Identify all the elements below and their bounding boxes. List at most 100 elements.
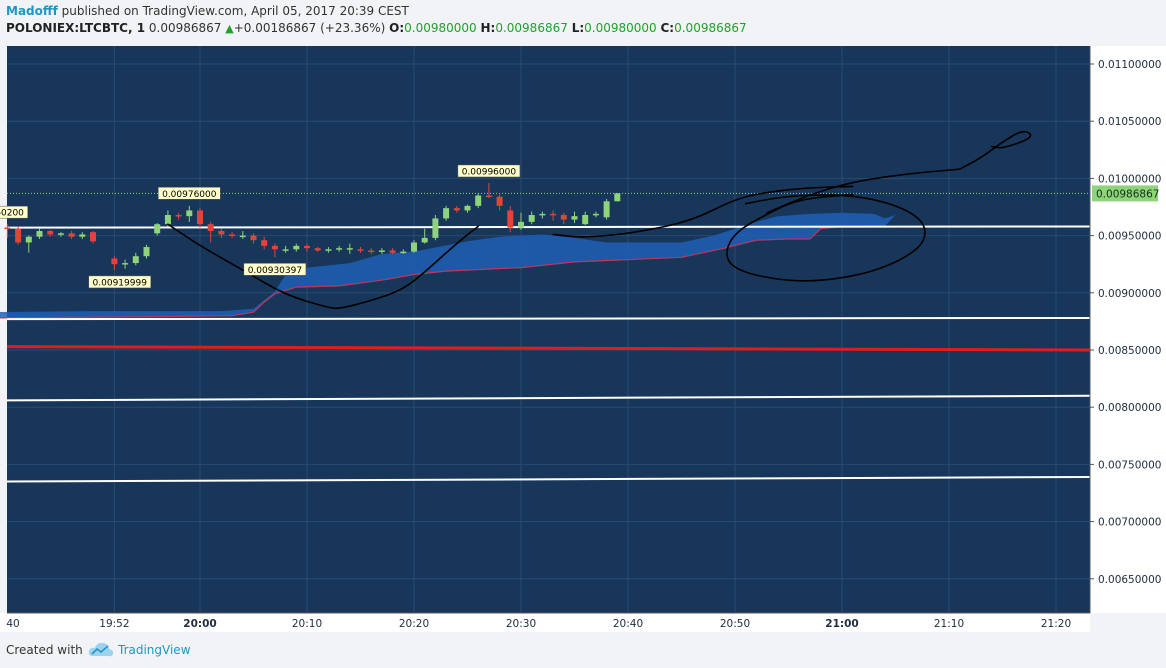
candle-body [304, 245, 310, 249]
candle-body [614, 193, 621, 202]
last-price: 0.00986867 [148, 21, 222, 35]
time-axis[interactable] [0, 613, 1090, 632]
candle-body [239, 235, 246, 238]
time-tick-label: 40 [6, 618, 19, 630]
price-axis[interactable] [1090, 46, 1166, 613]
tradingview-cloud-icon[interactable] [88, 641, 114, 659]
price-tick-label: 0.00650000 [1098, 574, 1161, 586]
created-with-label: Created with [6, 643, 83, 657]
price-chart[interactable]: 0.00960200 0.00919999 0.00976000 0.00930397… [0, 42, 1166, 632]
price-tick-label: 0.00800000 [1098, 402, 1161, 414]
chart-header: Madofff published on TradingView.com, Ap… [0, 0, 1166, 42]
candle-body [432, 218, 439, 238]
price-axis-labels: 0.01100000 0.01050000 0.01000000 0.00950000… [1090, 59, 1161, 586]
candle-body [79, 234, 86, 237]
candle-body [560, 215, 567, 220]
time-tick-label: 21:00 [825, 618, 858, 630]
time-tick-label: 20:30 [506, 618, 536, 630]
tradingview-brand-link[interactable]: TradingView [118, 643, 191, 657]
candle-body [261, 240, 268, 246]
price-annotation-label: 0.00960200 [0, 209, 24, 219]
candle-body [282, 249, 289, 251]
published-text: published on TradingView.com, April 05, … [61, 4, 409, 18]
price-tick-label: 0.00900000 [1098, 288, 1161, 300]
candle-body [207, 224, 214, 232]
publish-line: Madofff published on TradingView.com, Ap… [6, 4, 409, 18]
freehand-stroke [726, 193, 926, 282]
candle-body [325, 249, 332, 251]
candle-body [271, 245, 278, 250]
white-support-line [6, 475, 1091, 483]
candle-body [485, 195, 492, 198]
candles [4, 182, 621, 270]
candle-body [464, 205, 471, 211]
time-tick-label: 20:40 [613, 618, 643, 630]
white-support-line [6, 225, 1091, 229]
price-annotations: 0.00960200 0.00919999 0.00976000 0.00930397… [0, 164, 521, 288]
price-annotation-box [243, 263, 307, 276]
price-tick-label: 0.01100000 [1098, 59, 1161, 71]
candle-body [400, 251, 407, 254]
candle-body [357, 249, 364, 251]
ohlc-line: POLONIEX:LTCBTC, 1 0.00986867 ▲+0.001868… [6, 21, 747, 35]
candle-body [143, 247, 150, 257]
freehand-stroke [552, 185, 854, 238]
candle-body [443, 208, 450, 219]
author-link[interactable]: Madofff [6, 4, 58, 18]
candle-body [539, 213, 546, 216]
price-tick-label: 0.01000000 [1098, 173, 1161, 185]
low-label: L: [571, 21, 585, 35]
candle-body [36, 231, 43, 237]
price-tick-label: 0.01050000 [1098, 116, 1161, 128]
current-price-tag: 0.00986867 [1092, 185, 1159, 202]
symbol-label: POLONIEX:LTCBTC, 1 [6, 21, 146, 35]
open-label: O: [389, 21, 405, 35]
price-annotation-label: 0.00919999 [93, 278, 148, 288]
candle-body [154, 224, 161, 234]
price-tick-label: 0.00750000 [1098, 459, 1161, 471]
price-tick-label: 0.00700000 [1098, 517, 1161, 529]
candle-body [550, 213, 557, 216]
time-tick-label: 21:10 [934, 618, 964, 630]
candle-body [218, 231, 225, 235]
white-support-line [6, 394, 1091, 402]
ichimoku-cloud [0, 212, 896, 319]
candle-body [603, 201, 610, 218]
cloud-fill [0, 212, 896, 318]
candle-body [122, 263, 129, 265]
freehand-stroke [167, 223, 479, 310]
candle-body [25, 236, 32, 243]
time-tick-label: 21:20 [1041, 618, 1071, 630]
candle-body [475, 195, 482, 206]
candle-body [346, 248, 353, 250]
candle-body [518, 221, 524, 228]
price-annotation-label: 0.00996000 [462, 167, 517, 177]
candle-body [164, 215, 171, 225]
red-support-line [6, 345, 1091, 352]
candle-body [15, 228, 22, 243]
price-annotation-box [457, 164, 521, 178]
candle-body [496, 196, 503, 206]
candle-body [421, 237, 428, 243]
candle-body [4, 227, 11, 230]
candle-body [111, 258, 118, 265]
candle-body [592, 213, 599, 216]
high-label: H: [480, 21, 496, 35]
price-annotation-box [0, 205, 28, 219]
candle-body [453, 208, 460, 211]
current-price-tag-box [1092, 185, 1158, 202]
high-value: 0.00986867 [495, 21, 568, 35]
plot-area[interactable] [7, 46, 1090, 613]
cloud-lower-edge [0, 225, 885, 319]
candle-body [389, 250, 396, 253]
price-annotation-label: 0.00930397 [248, 266, 302, 276]
candle-body [47, 231, 54, 235]
candle-body [229, 234, 236, 236]
candle-body [582, 215, 589, 225]
candle-body [571, 216, 578, 220]
close-label: C: [660, 21, 675, 35]
price-annotation-label: 0.00976000 [162, 190, 217, 200]
time-tick-label: 20:00 [183, 618, 216, 630]
candle-body [507, 210, 514, 228]
candle-body [68, 233, 75, 237]
